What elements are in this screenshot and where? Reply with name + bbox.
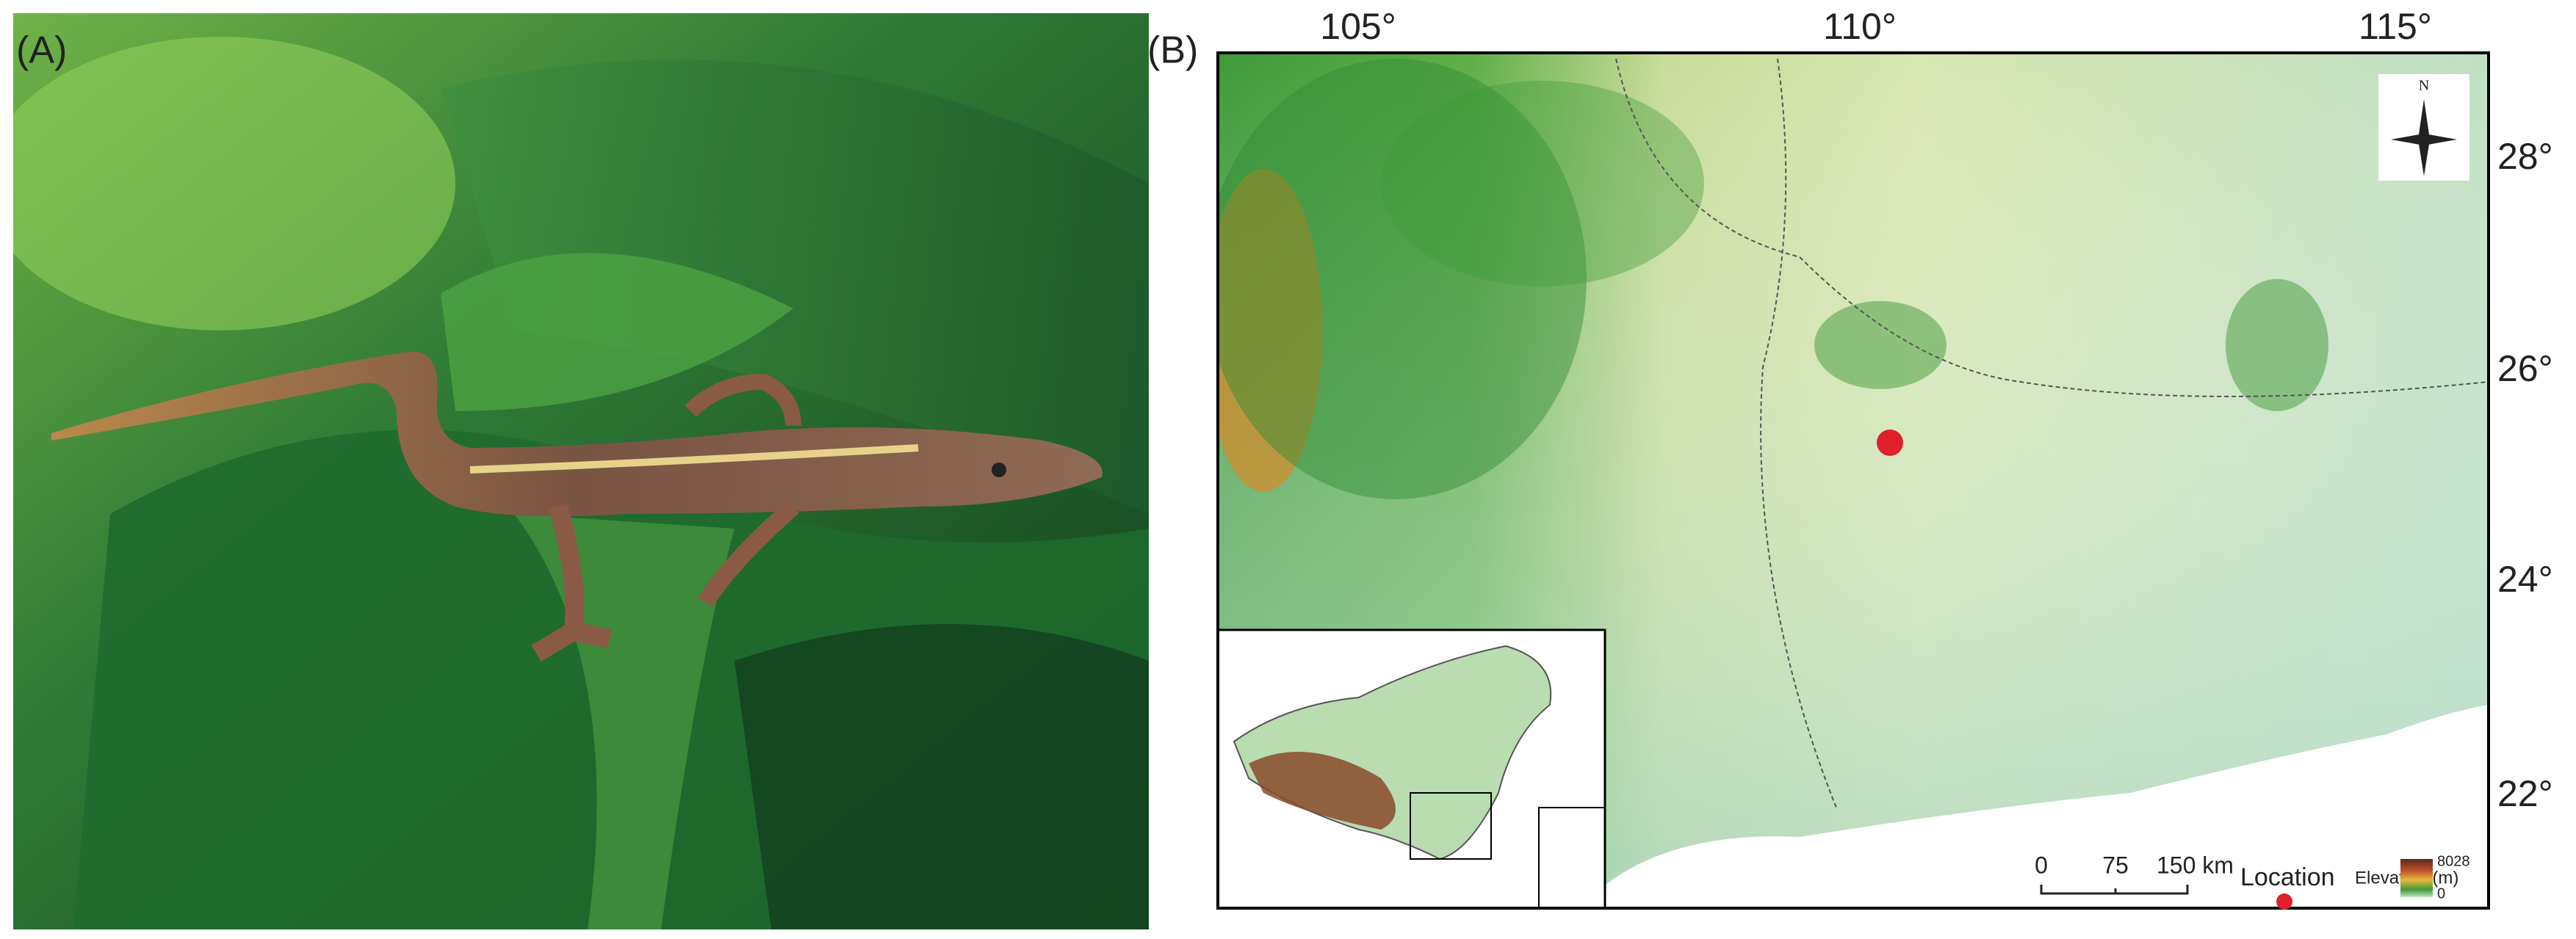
- elevation-max: 8028: [2437, 853, 2470, 869]
- legend-dot: [2276, 893, 2292, 910]
- longitude-label: 115°: [2359, 6, 2432, 47]
- longitude-label: 110°: [1823, 6, 1897, 47]
- compass-rose: [2391, 99, 2457, 176]
- inset-islands: [1538, 807, 1606, 908]
- compass-label: N: [2419, 78, 2429, 94]
- sea: [1579, 705, 2489, 908]
- latitude-label: 22°: [2497, 773, 2553, 814]
- latitude-label: 28°: [2497, 136, 2553, 177]
- map: [1218, 53, 2489, 908]
- highland: [1218, 169, 1322, 492]
- map-frame: [1216, 51, 2490, 910]
- latitude-label: 26°: [2497, 348, 2553, 389]
- highland: [2226, 279, 2328, 411]
- boundary: [1760, 58, 1837, 808]
- elevation-min: 0: [2437, 885, 2445, 902]
- inset-extent: [1410, 792, 1492, 860]
- lizard-eye: [992, 463, 1006, 477]
- scale-label: 150 km: [2157, 852, 2234, 878]
- latitude-label: 24°: [2497, 559, 2553, 600]
- leaf: [13, 37, 455, 330]
- leaf: [441, 253, 793, 411]
- inset-plateau: [1249, 752, 1396, 830]
- scale-label: 75: [2102, 852, 2129, 878]
- lizard-leg: [698, 499, 799, 607]
- highland: [1381, 81, 1704, 286]
- photo: [13, 13, 1149, 929]
- leaf: [441, 59, 1149, 515]
- lizard-leg: [685, 373, 801, 427]
- location-dot: [1877, 429, 1903, 456]
- lizard-stripe: [469, 444, 919, 474]
- longitude-label: 105°: [1320, 6, 1396, 47]
- highland: [1814, 301, 1947, 389]
- panel-label: (B): [1147, 29, 1198, 72]
- scale-label: 0: [2035, 852, 2048, 878]
- shadow: [735, 624, 1149, 929]
- lizard-leg: [531, 504, 612, 662]
- boundary: [1615, 58, 2489, 397]
- legend-location: Location: [2240, 863, 2335, 891]
- scale-bar: [2040, 885, 2189, 895]
- lizard: [51, 351, 1103, 517]
- panel-label: (A): [16, 29, 67, 72]
- highland: [1218, 59, 1587, 499]
- elevation-ramp: [2400, 859, 2433, 897]
